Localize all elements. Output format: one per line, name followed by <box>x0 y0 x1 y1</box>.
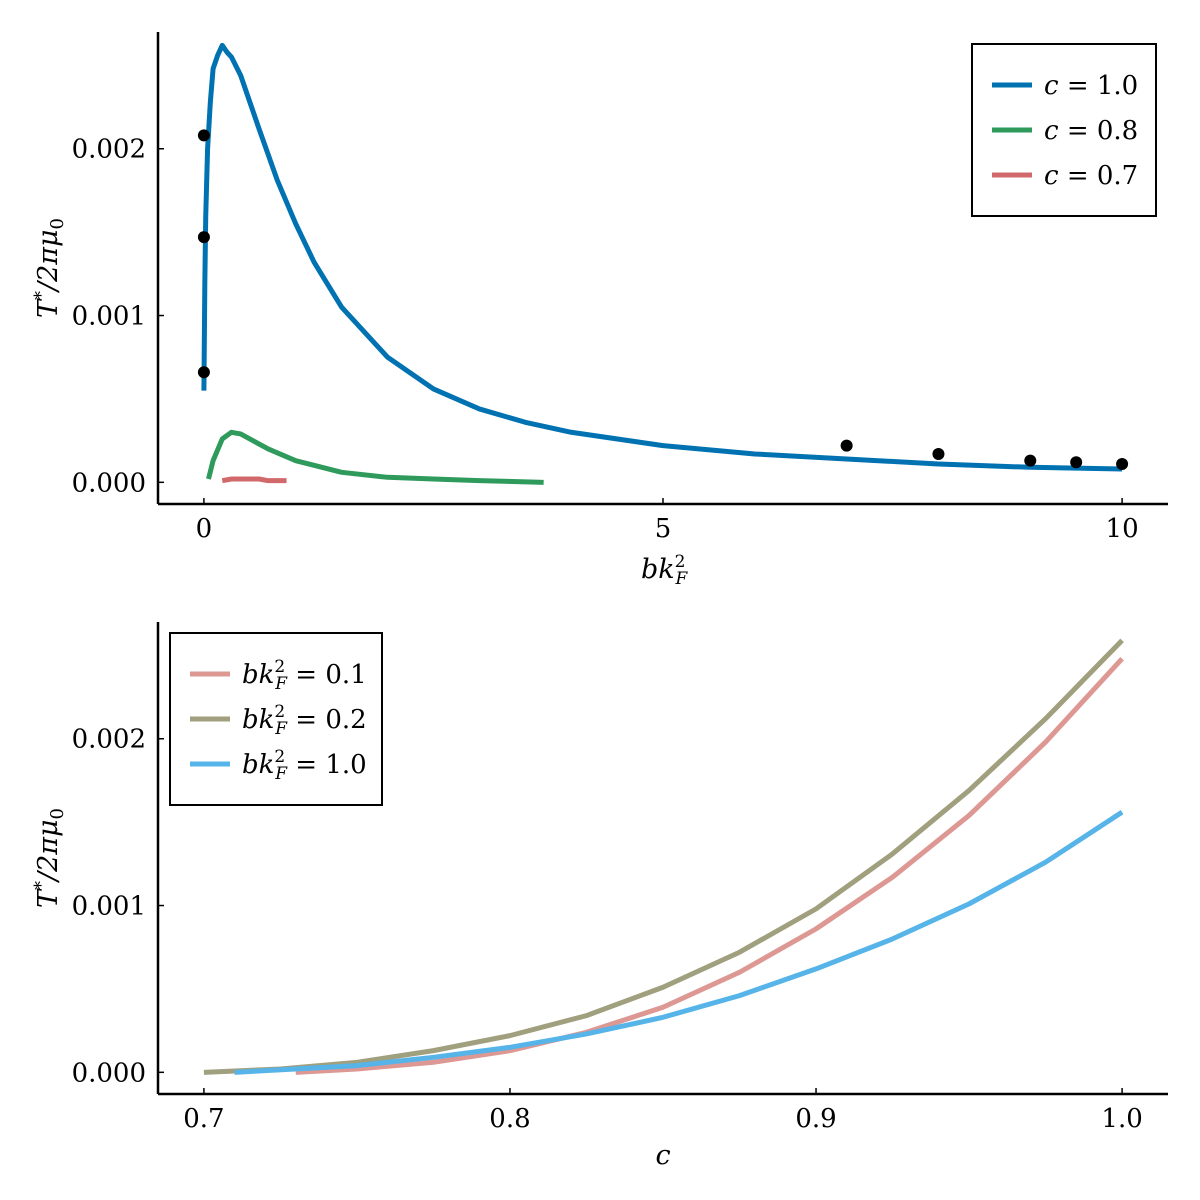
legend-label: c = 0.7 <box>1044 161 1138 191</box>
y-axis-label: T*/2πμ0 <box>31 808 68 908</box>
data-point <box>197 366 210 379</box>
series-line <box>206 429 544 485</box>
y-tick-label: 0.002 <box>72 725 146 755</box>
data-point <box>932 447 945 460</box>
data-point <box>1024 454 1037 467</box>
data-point <box>1116 457 1129 470</box>
y-tick-label: 0.002 <box>72 135 146 165</box>
data-point <box>840 439 853 452</box>
series-line <box>295 656 1124 1075</box>
y-tick-label: 0.000 <box>72 468 146 498</box>
bottom-panel: 0.7 0.8 0.9 1.0 0.000 0.001 0.002 T*/2πμ0 c bk2 F … <box>31 622 1168 1171</box>
legend-label: c = 0.8 <box>1044 116 1138 146</box>
legend-label: bk2 F = 1.0 <box>242 747 367 784</box>
y-axis-label: T*/2πμ0 <box>31 218 68 318</box>
y-tick-label: 0.001 <box>72 892 146 922</box>
x-tick-label: 5 <box>655 514 672 544</box>
x-tick-label: 0 <box>196 514 213 544</box>
series-line <box>234 810 1124 1075</box>
y-tick-label: 0.001 <box>72 302 146 332</box>
legend: bk2 F = 0.1 bk2 F = 0.2 bk2 F = 1.0 <box>169 632 383 806</box>
legend: c = 1.0 c = 0.8 c = 0.7 <box>971 43 1157 217</box>
x-tick-label: 0.7 <box>183 1104 224 1134</box>
data-point <box>1070 456 1083 469</box>
x-axis-label: bk2 F <box>641 552 688 589</box>
legend-label: bk2 F = 0.2 <box>242 702 367 739</box>
x-tick-label: 0.8 <box>489 1104 530 1134</box>
legend-label: c = 1.0 <box>1044 71 1138 101</box>
legend-label: bk2 F = 0.1 <box>242 657 367 694</box>
x-tick-label: 10 <box>1106 514 1139 544</box>
series-line <box>221 476 287 484</box>
data-point <box>197 231 210 244</box>
series-line <box>203 638 1124 1075</box>
y-tick-label: 0.000 <box>72 1058 146 1088</box>
data-point <box>197 129 210 142</box>
x-tick-label: 0.9 <box>795 1104 836 1134</box>
x-axis-label: c <box>655 1140 670 1171</box>
x-tick-label: 1.0 <box>1101 1104 1142 1134</box>
series-line <box>201 42 1123 472</box>
